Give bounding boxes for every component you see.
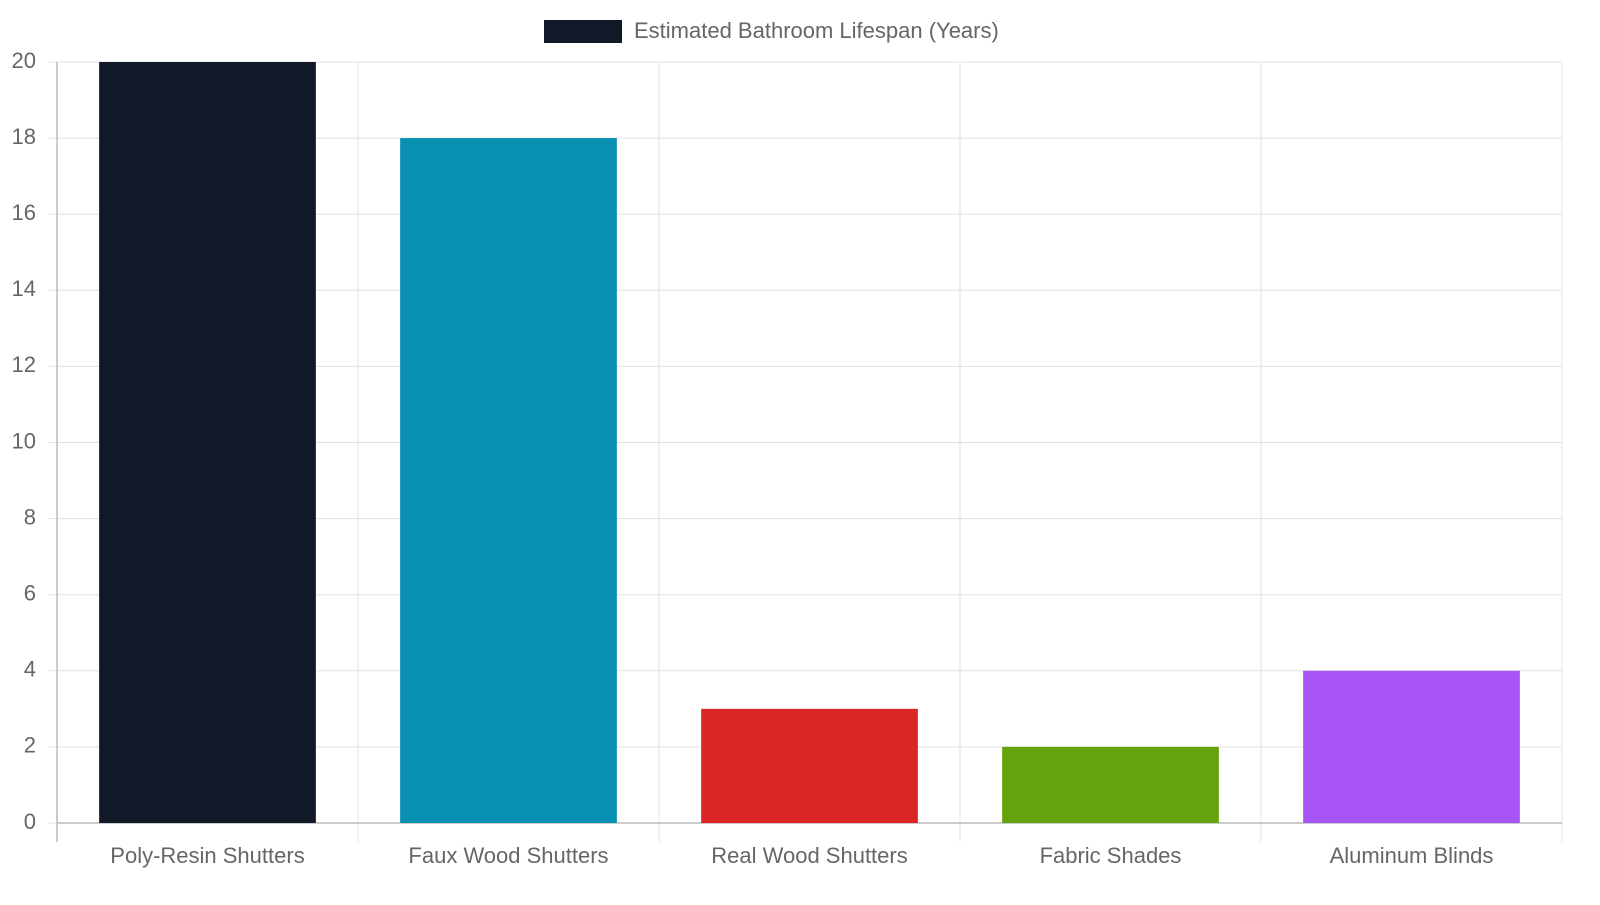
y-tick-label: 0 (24, 809, 36, 834)
y-tick-label: 4 (24, 657, 36, 682)
y-tick-label: 2 (24, 733, 36, 758)
x-tick-label: Faux Wood Shutters (408, 843, 608, 868)
x-tick-label: Poly-Resin Shutters (110, 843, 304, 868)
y-tick-label: 16 (12, 200, 36, 225)
y-tick-label: 20 (12, 48, 36, 73)
y-tick-label: 10 (12, 428, 36, 453)
x-tick-label: Aluminum Blinds (1330, 843, 1494, 868)
legend-swatch (544, 20, 622, 43)
y-tick-label: 14 (12, 276, 36, 301)
bar (99, 62, 316, 823)
legend-label: Estimated Bathroom Lifespan (Years) (634, 18, 999, 43)
y-tick-label: 12 (12, 352, 36, 377)
bar (1002, 746, 1219, 823)
y-tick-label: 8 (24, 504, 36, 529)
y-tick-label: 18 (12, 124, 36, 149)
x-tick-label: Real Wood Shutters (711, 843, 907, 868)
x-tick-label: Fabric Shades (1040, 843, 1182, 868)
legend: Estimated Bathroom Lifespan (Years) (544, 18, 999, 43)
bar (701, 708, 918, 823)
y-tick-label: 6 (24, 581, 36, 606)
bar (400, 138, 617, 824)
bar (1303, 670, 1520, 823)
